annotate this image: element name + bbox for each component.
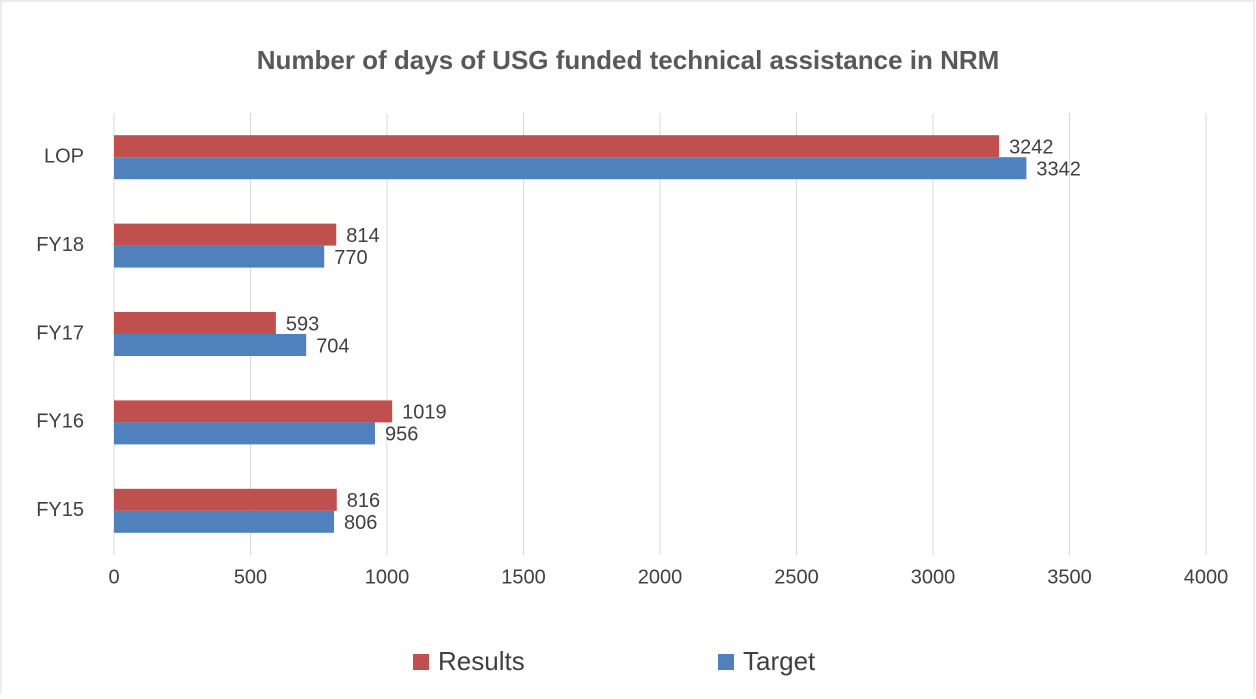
chart-title: Number of days of USG funded technical a… xyxy=(257,45,1000,75)
x-tick-label: 500 xyxy=(234,566,267,588)
x-tick-label: 1500 xyxy=(501,566,546,588)
legend-swatch xyxy=(413,654,429,670)
data-label: 770 xyxy=(334,247,367,269)
bar xyxy=(114,312,276,334)
y-tick-label: FY16 xyxy=(36,411,84,433)
legend-label: Target xyxy=(743,646,816,676)
bar xyxy=(114,223,337,246)
bar xyxy=(114,334,307,356)
data-label: 593 xyxy=(286,313,319,335)
data-label: 816 xyxy=(347,490,380,512)
data-label: 3242 xyxy=(1009,136,1053,158)
data-label: 806 xyxy=(344,512,377,534)
x-tick-label: 2500 xyxy=(774,566,819,588)
data-label: 3342 xyxy=(1036,158,1081,180)
bar xyxy=(114,510,335,533)
bar xyxy=(114,135,1000,158)
bar xyxy=(114,245,325,268)
data-label: 704 xyxy=(316,335,349,357)
y-tick-label: LOP xyxy=(44,145,84,167)
x-tick-label: 3500 xyxy=(1047,566,1092,588)
x-tick-label: 4000 xyxy=(1184,566,1229,588)
y-tick-label: FY15 xyxy=(36,499,84,521)
legend-label: Results xyxy=(438,646,525,676)
y-tick-label: FY18 xyxy=(36,234,84,256)
x-tick-label: 2000 xyxy=(638,566,683,588)
x-tick-label: 0 xyxy=(108,566,119,588)
bar xyxy=(114,157,1027,180)
bar xyxy=(114,400,393,423)
data-label: 956 xyxy=(385,424,418,446)
y-tick-label: FY17 xyxy=(36,322,84,344)
bar xyxy=(114,488,337,511)
x-tick-label: 1000 xyxy=(365,566,410,588)
data-label: 814 xyxy=(346,225,379,247)
x-tick-label: 3000 xyxy=(911,566,956,588)
legend-swatch xyxy=(718,654,734,670)
bar xyxy=(114,422,375,445)
data-label: 1019 xyxy=(402,402,447,424)
